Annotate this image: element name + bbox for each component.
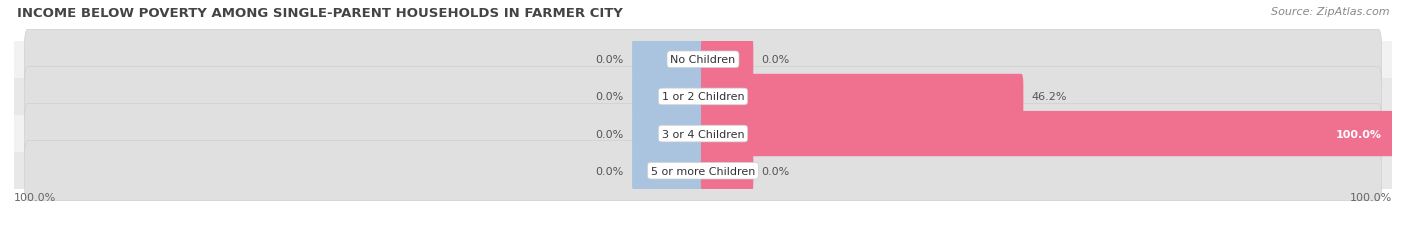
FancyBboxPatch shape: [633, 74, 704, 120]
FancyBboxPatch shape: [702, 148, 754, 194]
FancyBboxPatch shape: [702, 111, 1393, 157]
FancyBboxPatch shape: [702, 74, 1024, 120]
Text: 46.2%: 46.2%: [1032, 92, 1067, 102]
FancyBboxPatch shape: [633, 111, 704, 157]
FancyBboxPatch shape: [633, 37, 704, 83]
Text: 0.0%: 0.0%: [596, 166, 624, 176]
FancyBboxPatch shape: [633, 148, 704, 194]
Bar: [14, 79, 1392, 116]
Bar: [14, 152, 1392, 189]
Text: 0.0%: 0.0%: [762, 55, 790, 65]
FancyBboxPatch shape: [702, 37, 754, 83]
Text: 100.0%: 100.0%: [1336, 129, 1382, 139]
Text: 5 or more Children: 5 or more Children: [651, 166, 755, 176]
Text: 100.0%: 100.0%: [14, 192, 56, 202]
FancyBboxPatch shape: [24, 30, 1382, 90]
FancyBboxPatch shape: [24, 141, 1382, 201]
Text: 100.0%: 100.0%: [1350, 192, 1392, 202]
Text: INCOME BELOW POVERTY AMONG SINGLE-PARENT HOUSEHOLDS IN FARMER CITY: INCOME BELOW POVERTY AMONG SINGLE-PARENT…: [17, 7, 623, 20]
Bar: [14, 116, 1392, 152]
Bar: [14, 42, 1392, 79]
FancyBboxPatch shape: [24, 104, 1382, 164]
Text: 0.0%: 0.0%: [596, 129, 624, 139]
FancyBboxPatch shape: [24, 67, 1382, 127]
Text: No Children: No Children: [671, 55, 735, 65]
Text: 3 or 4 Children: 3 or 4 Children: [662, 129, 744, 139]
Text: 1 or 2 Children: 1 or 2 Children: [662, 92, 744, 102]
Text: 0.0%: 0.0%: [596, 55, 624, 65]
Text: 0.0%: 0.0%: [762, 166, 790, 176]
Text: 0.0%: 0.0%: [596, 92, 624, 102]
Text: Source: ZipAtlas.com: Source: ZipAtlas.com: [1271, 7, 1389, 17]
